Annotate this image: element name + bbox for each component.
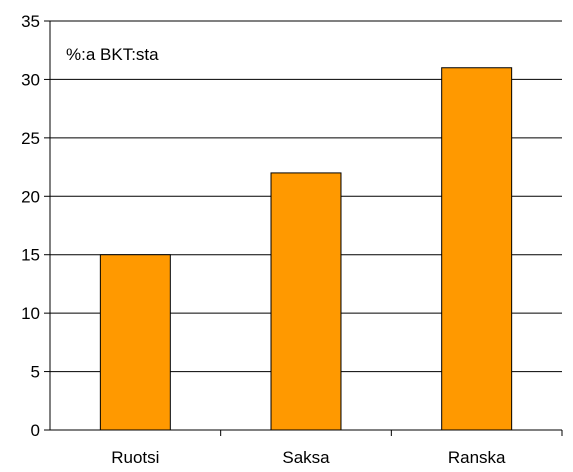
bar-saksa	[270, 172, 342, 431]
y-tick-label: 30	[21, 70, 40, 89]
bars	[99, 67, 513, 431]
unit-annotation: %:a BKT:sta	[66, 45, 159, 64]
y-tick-label: 10	[21, 304, 40, 323]
x-category-label: Ruotsi	[111, 448, 159, 467]
x-category-label: Ranska	[448, 448, 506, 467]
y-tick-label: 15	[21, 246, 40, 265]
x-category-label: Saksa	[282, 448, 330, 467]
y-tick-label: 0	[31, 421, 40, 440]
y-tick-labels: 0 5 10 15 20 25 30 35	[21, 12, 40, 440]
bar-ruotsi	[99, 254, 171, 431]
bar-ranska	[441, 67, 513, 431]
x-category-labels: Ruotsi Saksa Ranska	[111, 448, 506, 467]
y-tick-label: 35	[21, 12, 40, 31]
y-tick-label: 20	[21, 187, 40, 206]
y-tick-label: 5	[31, 363, 40, 382]
axes	[49, 21, 563, 436]
y-tick-label: 25	[21, 129, 40, 148]
